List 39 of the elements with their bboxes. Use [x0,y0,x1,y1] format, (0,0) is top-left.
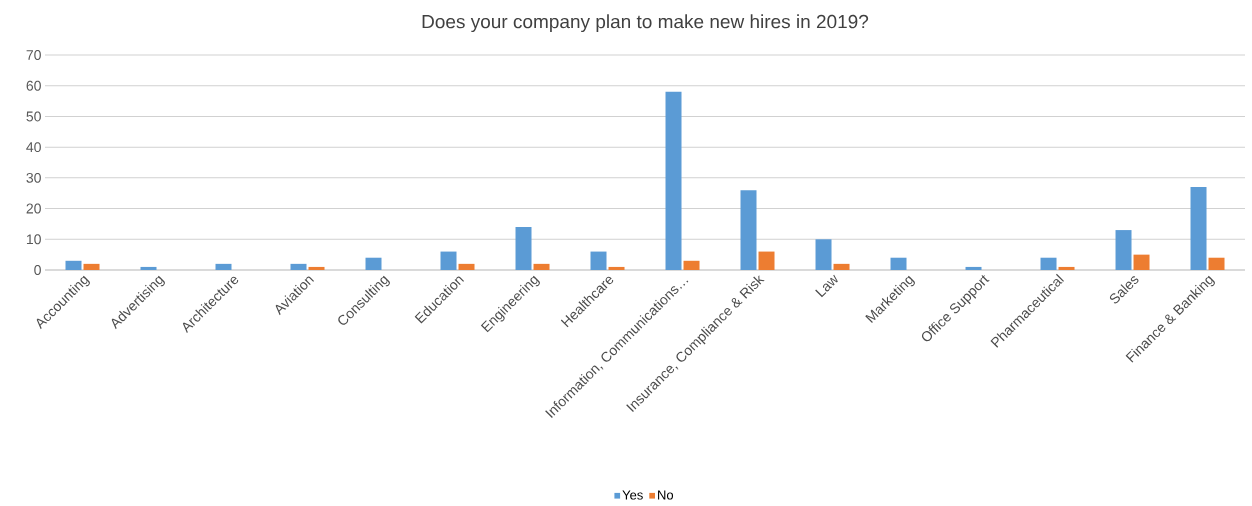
y-tick-label: 30 [26,172,41,183]
bar [890,257,907,270]
bar [740,190,757,270]
x-tick-label: Law [815,274,838,298]
bar [458,263,475,270]
bar [65,260,82,270]
bar [215,263,232,270]
legend-label: No [658,490,674,500]
bar [1208,257,1225,270]
bar [965,266,982,270]
bar [665,91,682,270]
bar [1133,254,1150,270]
chart-title: Does your company plan to make new hires in 2019? [422,14,869,33]
bar [683,260,700,270]
bar [440,251,457,270]
bar [590,251,607,270]
y-tick-label: 20 [26,203,41,214]
bar [833,263,850,270]
y-tick-label: 10 [26,234,41,245]
bar [140,266,157,270]
bar [308,266,325,270]
bar [515,227,532,270]
bar [608,266,625,270]
y-tick-label: 50 [26,111,41,122]
bar [1115,230,1132,270]
legend-label: Yes [622,490,643,500]
y-tick-label: 60 [26,80,41,91]
y-tick-label: 40 [26,142,41,153]
bar [1058,266,1075,270]
bar [365,257,382,270]
bar [290,263,307,270]
y-tick-label: 0 [34,265,41,275]
y-tick-label: 70 [26,50,41,60]
bar [1040,257,1057,270]
bar [83,263,100,270]
bar [533,263,550,270]
bar [758,251,775,270]
bar [815,239,832,270]
bar [1190,187,1207,270]
